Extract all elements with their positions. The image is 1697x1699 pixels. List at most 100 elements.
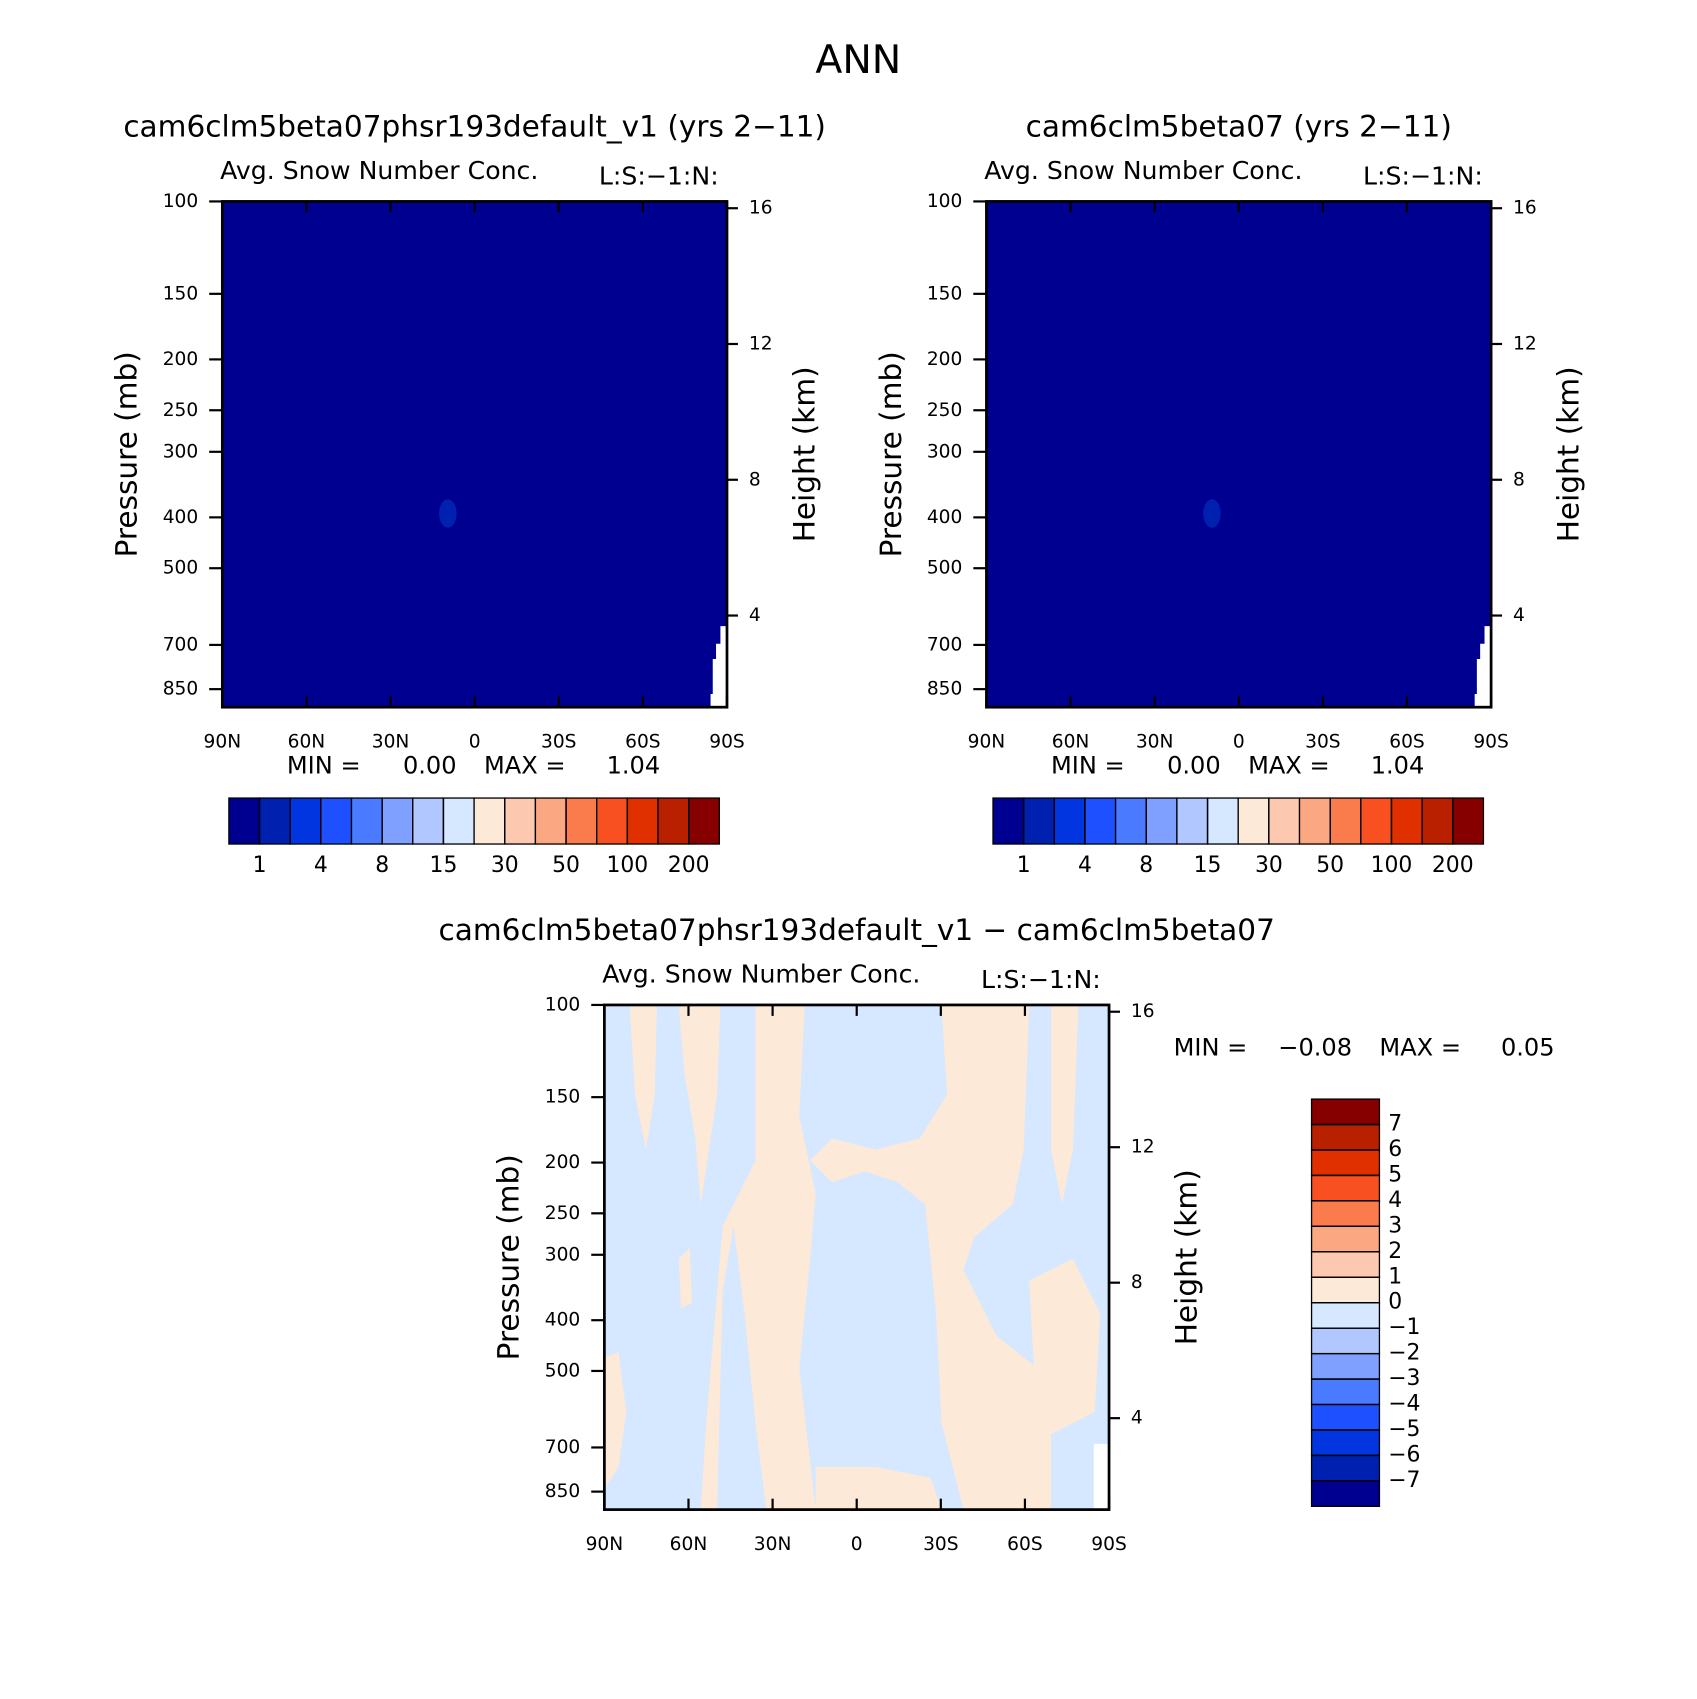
y-tick-label: 300 [163,441,199,462]
max-value: 0.05 [1501,1034,1555,1062]
colorbar-box [1268,797,1301,845]
colorbar-box [1053,797,1086,845]
panel-title: cam6clm5beta07phsr193default_v1 − cam6cl… [439,913,1275,947]
colorbar-box [1390,797,1423,845]
y2-tick-label: 4 [749,605,761,626]
colorbar-box [1022,797,1055,845]
x-tick-label: 90N [586,1534,624,1555]
min-label: MIN = [1174,1034,1248,1062]
y-tick-label: 200 [927,349,963,370]
panel: cam6clm5beta07phsr193default_v1 − cam6cl… [439,913,1555,1555]
y2-tick-label: 16 [1513,198,1537,219]
colorbar-box [1084,797,1117,845]
x-tick-label: 60S [1007,1534,1042,1555]
colorbar-box [504,797,537,845]
colorbar-label: 50 [1316,853,1344,878]
y2-tick-label: 16 [1131,1001,1155,1022]
colorbar-box [1206,797,1239,845]
colorbar-label: 8 [1139,853,1153,878]
x-tick-label: 90S [709,732,745,753]
y2-tick-label: 16 [749,198,773,219]
colorbar-label: 7 [1388,1112,1402,1137]
x-tick-label: 30N [372,732,410,753]
field-blob [1203,499,1221,528]
colorbar-label: 200 [668,853,710,878]
y-tick-label: 300 [927,441,963,462]
y2-tick-label: 8 [1131,1272,1143,1293]
colorbar-label: 4 [1078,853,1092,878]
y-tick-label: 700 [163,634,199,655]
colorbar-label: 0 [1388,1290,1402,1315]
panel-title: cam6clm5beta07phsr193default_v1 (yrs 2−1… [123,110,826,144]
colorbar-label: −4 [1388,1392,1420,1417]
colorbar-box [1237,797,1270,845]
colorbar-box [1310,1174,1381,1202]
panel-title: cam6clm5beta07 (yrs 2−11) [1026,110,1452,144]
panel-subtitle: Avg. Snow Number Conc. [984,156,1302,185]
x-tick-label: 0 [1233,732,1245,753]
missing-region [710,626,727,708]
colorbar-label: 30 [491,853,519,878]
colorbar-box [1114,797,1147,845]
colorbar-box [1310,1200,1381,1228]
y-axis-label: Pressure (mb) [110,351,144,557]
field-patch [604,1351,627,1489]
colorbar-box [1310,1251,1381,1278]
y-tick-label: 150 [545,1087,581,1108]
field-patch [815,1466,942,1510]
y2-tick-label: 12 [749,333,773,354]
field-patch [678,1247,692,1309]
colorbar-box [1145,797,1178,845]
x-tick-label: 30S [1305,732,1341,753]
colorbar-label: 2 [1388,1239,1402,1264]
field-background [222,201,727,708]
y2-axis-label: Height (km) [1551,366,1585,542]
panel-subtitle: Avg. Snow Number Conc. [602,959,920,988]
y-tick-label: 850 [927,679,963,700]
colorbar-label: 6 [1388,1137,1402,1162]
colorbar-box [228,797,261,845]
y-tick-label: 250 [545,1203,581,1224]
colorbar-label: 1 [1388,1264,1402,1289]
y-tick-label: 700 [927,634,963,655]
colorbar-box [1329,797,1362,845]
colorbar-box [1310,1302,1381,1329]
y-tick-label: 100 [163,191,199,212]
panel: cam6clm5beta07 (yrs 2−11) Avg. Snow Numbe… [874,110,1586,878]
x-tick-label: 90S [1473,732,1508,753]
colorbar-label: −7 [1388,1468,1420,1493]
colorbar-box [1310,1276,1381,1304]
y-tick-label: 400 [545,1310,581,1331]
y2-axis-label: Height (km) [787,366,821,542]
colorbar-box [350,797,383,845]
min-label: MIN = [287,751,361,779]
x-tick-label: 0 [851,1534,863,1555]
field-patch [1051,1004,1079,1205]
y-tick-label: 700 [545,1437,581,1458]
x-tick-label: 60S [1389,732,1425,753]
y-tick-label: 850 [163,679,199,700]
colorbar-box [1310,1403,1381,1431]
min-value: 0.00 [403,751,457,779]
y-tick-label: 250 [163,400,199,421]
y-tick-label: 300 [545,1244,581,1265]
colorbar-label: −2 [1388,1341,1420,1366]
x-tick-label: 30S [923,1534,958,1555]
y-tick-label: 100 [545,994,581,1015]
colorbar-label: 4 [1388,1188,1402,1213]
colorbar-box [1310,1454,1381,1482]
colorbar-label: 1 [253,853,267,878]
colorbar-label: 100 [606,853,648,878]
x-tick-label: 60N [670,1534,708,1555]
field-patch [1029,1258,1101,1435]
colorbar-box [992,797,1025,845]
colorbar-label: −6 [1388,1442,1420,1467]
colorbar-label: 15 [1194,853,1222,878]
colorbar-box [1310,1123,1381,1151]
panel: cam6clm5beta07phsr193default_v1 (yrs 2−1… [110,110,826,878]
y-axis-label: Pressure (mb) [874,351,908,557]
y-tick-label: 500 [545,1360,581,1381]
y2-tick-label: 12 [1131,1137,1155,1158]
colorbar-label: −1 [1388,1315,1420,1340]
y-tick-label: 500 [163,558,199,579]
